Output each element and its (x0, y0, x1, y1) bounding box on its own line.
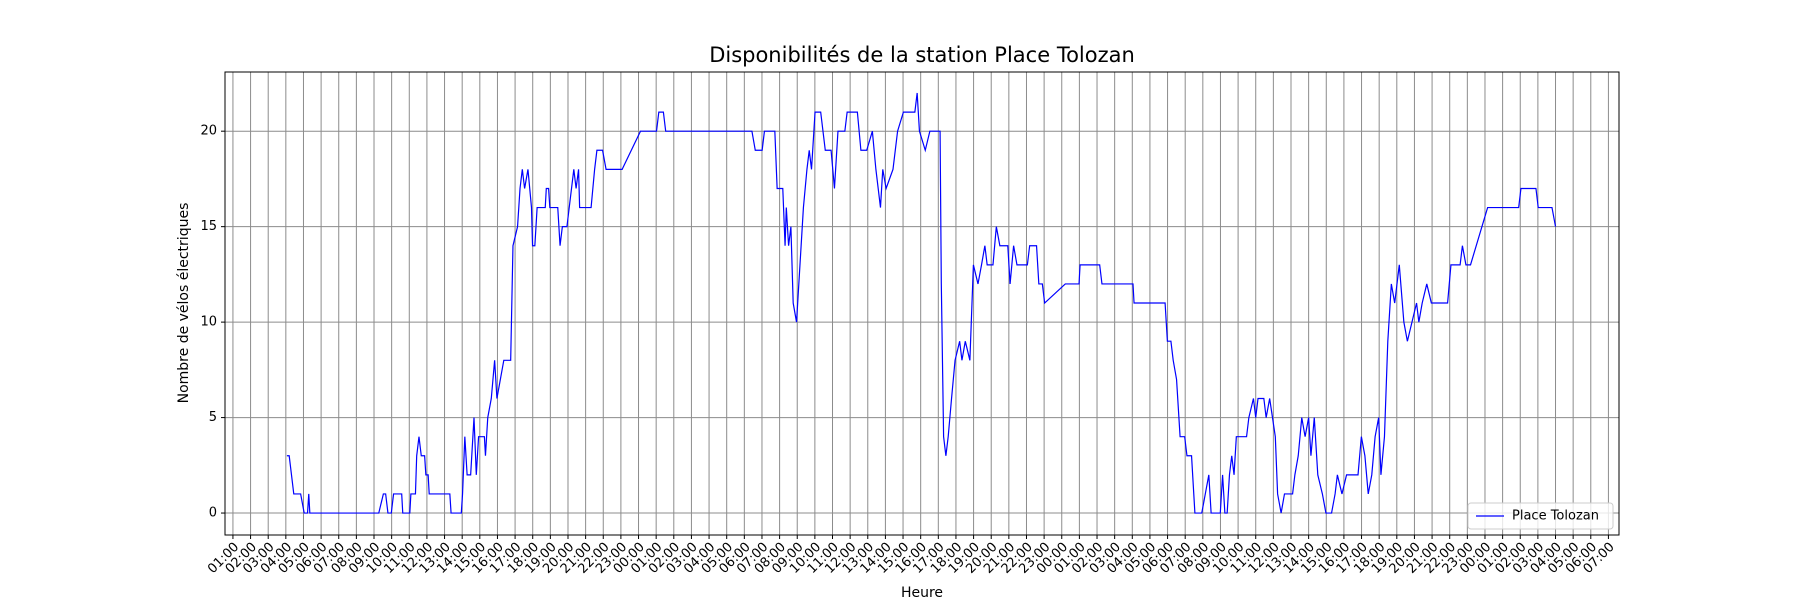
legend: Place Tolozan (1467, 502, 1614, 530)
y-tick-label: 15 (200, 219, 217, 234)
legend-label: Place Tolozan (1512, 509, 1599, 524)
y-tick-label: 0 (209, 506, 217, 521)
chart-title: Disponibilités de la station Place Toloz… (709, 43, 1135, 67)
data-line (286, 92, 1557, 514)
x-axis-label: Heure (901, 585, 943, 600)
y-axis-label: Nombre de vélos électriques (176, 203, 192, 404)
y-tick-label: 10 (200, 315, 217, 330)
y-tick-label: 5 (209, 410, 217, 425)
plot-frame (224, 71, 1620, 536)
y-tick-label: 20 (200, 124, 217, 139)
legend-box (1467, 502, 1614, 530)
